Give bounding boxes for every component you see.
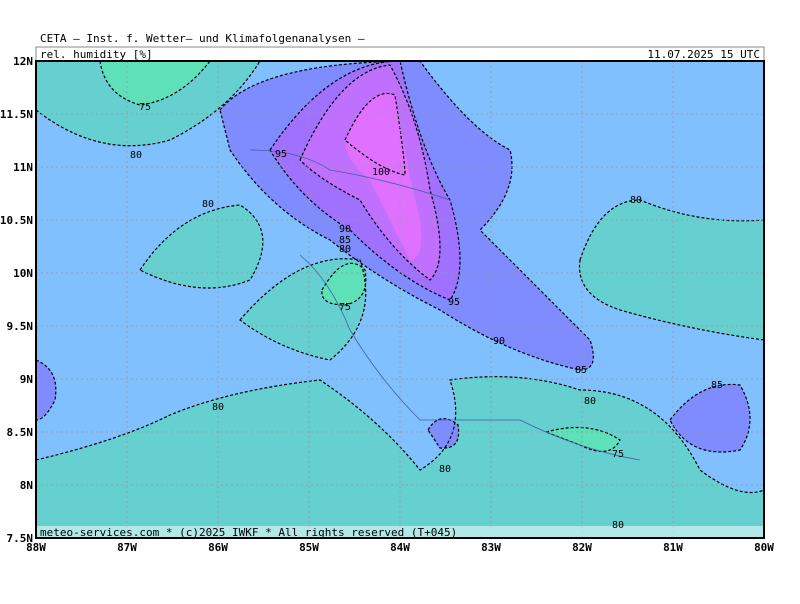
contour-label: 80 [339, 244, 351, 255]
valid-time: 11.07.2025 15 UTC [647, 48, 760, 61]
contour-label: 90 [493, 336, 505, 347]
contour-label: 95 [448, 297, 460, 308]
contour-label: 80 [439, 464, 451, 475]
field [36, 61, 764, 538]
x-axis-label: 86W [208, 541, 228, 554]
frame [35, 60, 765, 539]
x-axis-label: 84W [390, 541, 410, 554]
y-axis-label: 8N [20, 479, 33, 492]
footer: meteo-services.com * (c)2025 IWKF * All … [40, 526, 457, 539]
y-axis-label: 12N [13, 55, 33, 68]
y-axis-label: 10N [13, 267, 33, 280]
x-axis-label: 83W [481, 541, 501, 554]
contour-label: 80 [584, 396, 596, 407]
x-axis-label: 85W [299, 541, 319, 554]
y-axis-label: 8.5N [7, 426, 34, 439]
contour-label: 85 [339, 235, 351, 246]
contour-label: 100 [372, 167, 390, 178]
x-axis-label: 87W [117, 541, 137, 554]
contour-label: 90 [339, 224, 351, 235]
x-axis-label: 88W [26, 541, 46, 554]
variable: rel._humidity_[%] [40, 48, 153, 61]
contour-label: 75 [612, 449, 624, 460]
contour-label: 85 [575, 365, 587, 376]
x-axis-label: 80W [754, 541, 774, 554]
y-axis-label: 11N [13, 161, 33, 174]
contour-label: 80 [202, 199, 214, 210]
contour-label: 85 [711, 380, 723, 391]
contour-label: 75 [139, 102, 151, 113]
contour-label: 80 [212, 402, 224, 413]
x-axis-label: 82W [572, 541, 592, 554]
contour-label: 95 [275, 149, 287, 160]
contour-label: 80 [630, 195, 642, 206]
x-axis-label: 81W [663, 541, 683, 554]
contour-label: 80 [612, 520, 624, 531]
y-axis-label: 9N [20, 373, 33, 386]
y-axis-label: 10.5N [0, 214, 33, 227]
title: CETA — Inst. f. Wetter— und Klimafolgena… [40, 32, 365, 45]
contour-label: 75 [339, 302, 351, 313]
y-axis-label: 11.5N [0, 108, 33, 121]
contour-label: 80 [130, 150, 142, 161]
y-axis-label: 7.5N [7, 532, 34, 545]
y-axis-label: 9.5N [7, 320, 34, 333]
